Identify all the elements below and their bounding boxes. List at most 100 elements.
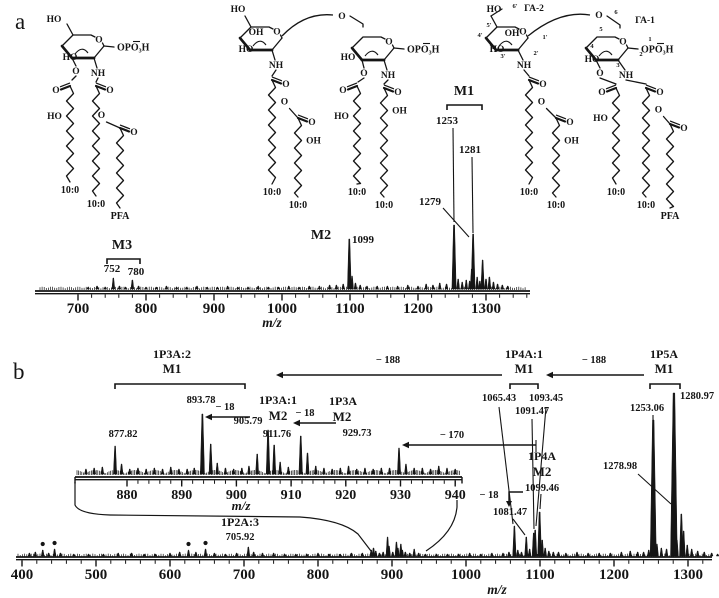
acyl-length-label: 10:0 bbox=[289, 200, 307, 211]
spectrum-peak bbox=[434, 553, 439, 557]
bond-line bbox=[485, 26, 520, 39]
ester-oxygen-label: O bbox=[281, 98, 288, 108]
spectrum-peak bbox=[205, 286, 209, 290]
bond-line bbox=[238, 36, 252, 52]
hydroxyl-label: OH bbox=[564, 137, 579, 147]
spectrum-peak bbox=[338, 553, 342, 557]
bond-line bbox=[606, 15, 621, 29]
spectrum-peak bbox=[349, 552, 353, 557]
spectrum-peak bbox=[387, 467, 392, 475]
spectrum-peak bbox=[255, 453, 259, 475]
peak-label: 911.76 bbox=[263, 429, 291, 440]
peak-leader-line bbox=[512, 518, 526, 536]
spectrum-peak bbox=[369, 549, 373, 557]
spectrum-peak bbox=[314, 465, 318, 475]
carbonyl-oxygen-label: O bbox=[106, 86, 113, 96]
spectrum-peak bbox=[294, 553, 298, 557]
bond-line bbox=[383, 47, 395, 61]
axis-tick-label: 920 bbox=[335, 488, 356, 503]
carbonyl-bond bbox=[271, 76, 283, 82]
bond-line bbox=[393, 47, 405, 50]
carbonyl-bond bbox=[669, 120, 681, 126]
amide-nh-label: NH bbox=[517, 61, 532, 71]
ring-position-label: 2′ bbox=[533, 50, 538, 57]
peak-label: 1281 bbox=[459, 144, 481, 156]
glucosamine-1-label: ГА-1 bbox=[635, 16, 655, 26]
acyl-length-label: 10:0 bbox=[61, 185, 79, 196]
spectrum-peak bbox=[174, 286, 179, 290]
group-bracket bbox=[106, 258, 141, 264]
peak-label: − 18 bbox=[479, 490, 498, 501]
acyl-length-label: 10:0 bbox=[607, 187, 625, 198]
spectrum-peak bbox=[438, 282, 442, 290]
spectrum-peak bbox=[540, 539, 544, 557]
bond-line bbox=[617, 47, 629, 61]
ester-oxygen-label: O bbox=[538, 98, 545, 108]
spectrum-peak bbox=[260, 552, 265, 557]
peak-label: 1279 bbox=[419, 196, 442, 208]
spectrum-peak bbox=[353, 282, 358, 290]
peak-label: 1P3A bbox=[329, 394, 357, 408]
ester-oxygen-label: O bbox=[360, 69, 367, 79]
spectrum-peak bbox=[387, 545, 391, 557]
spectrum-peak bbox=[524, 536, 529, 557]
spectrum-peak bbox=[681, 530, 686, 557]
axis-tick-label: 900 bbox=[203, 301, 226, 317]
axis-tick-label: 930 bbox=[390, 488, 411, 503]
spectrum-peak bbox=[501, 552, 505, 557]
spectrum-peak bbox=[412, 467, 416, 475]
unassigned-peak-dot bbox=[40, 541, 45, 547]
peak-label: 893.78 bbox=[187, 395, 216, 406]
panel-a-mz-label: m/z bbox=[262, 315, 282, 330]
spectrum-peak bbox=[240, 467, 244, 475]
bond-line bbox=[105, 121, 121, 129]
loss-arrow-elbow bbox=[508, 491, 523, 502]
peak-label: 905.79 bbox=[234, 416, 263, 427]
peak-label: 1P5A bbox=[650, 347, 678, 361]
hydroxyl-label: HO bbox=[334, 112, 349, 122]
ring-position-label: 3 bbox=[616, 62, 620, 69]
axis-tick-label: 1200 bbox=[599, 567, 629, 583]
spectrum-peak bbox=[374, 550, 378, 557]
spectrum-peak bbox=[420, 467, 425, 475]
panel-b-mz-label: m/z bbox=[487, 582, 507, 597]
ester-oxygen-label: O bbox=[72, 67, 79, 77]
ester-oxygen-label: O bbox=[655, 106, 662, 116]
spectrum-peak bbox=[117, 285, 122, 290]
carbonyl-bond bbox=[555, 114, 567, 120]
peak-label: 877.82 bbox=[109, 429, 138, 440]
spectrum-peak bbox=[41, 549, 45, 557]
spectrum-peak bbox=[246, 546, 251, 557]
spectrum-peak bbox=[628, 550, 632, 557]
ring-position-label: 3′ bbox=[500, 53, 505, 60]
acyl-chain bbox=[551, 117, 561, 198]
peak-label: M2 bbox=[333, 409, 352, 424]
spectrum-peak bbox=[152, 467, 156, 475]
spectrum-peak bbox=[223, 467, 228, 475]
spectrum-peak bbox=[635, 551, 640, 557]
spectrum-peak bbox=[271, 552, 276, 557]
spectrum-peak bbox=[537, 511, 542, 557]
inset-connector-left bbox=[74, 482, 372, 552]
spectrum-peak bbox=[136, 285, 141, 290]
spectrum-peak bbox=[379, 467, 383, 475]
phosphate-label: OPO₃H bbox=[407, 45, 440, 56]
hydroxyl-label: OH bbox=[392, 107, 407, 117]
ring-position-label: 1 bbox=[648, 36, 651, 43]
spectrum-peak bbox=[547, 550, 551, 557]
spectrum-peak bbox=[516, 549, 520, 557]
spectrum-peak bbox=[416, 285, 420, 290]
spectrum-peak bbox=[395, 285, 400, 290]
spectrum-peak bbox=[276, 286, 281, 290]
bond-line bbox=[60, 44, 74, 60]
peak-label: 1253.06 bbox=[630, 403, 664, 414]
loss-arrow-head bbox=[293, 419, 300, 427]
carbonyl-bond bbox=[645, 84, 657, 90]
bond-line bbox=[490, 8, 503, 17]
unassigned-peak-dot bbox=[186, 541, 191, 547]
spectrum-peak bbox=[113, 445, 117, 475]
